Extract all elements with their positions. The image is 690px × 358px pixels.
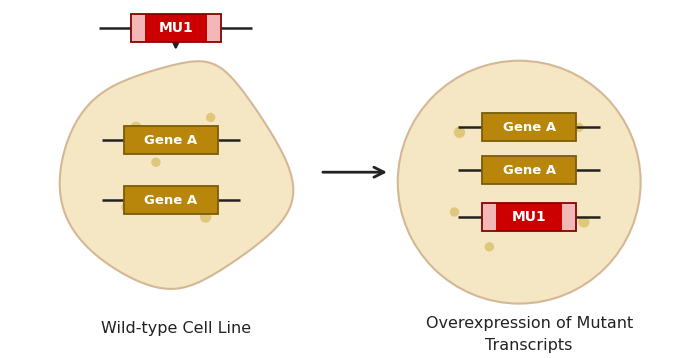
- Text: Wild-type Cell Line: Wild-type Cell Line: [101, 321, 251, 336]
- Circle shape: [455, 127, 464, 137]
- Bar: [145, 14, 206, 42]
- Text: Gene A: Gene A: [502, 121, 555, 134]
- Text: MU1: MU1: [159, 21, 193, 35]
- Circle shape: [485, 243, 493, 251]
- Bar: [124, 186, 218, 214]
- Bar: [206, 14, 221, 42]
- Bar: [496, 203, 562, 231]
- Bar: [562, 203, 576, 231]
- Circle shape: [579, 217, 589, 227]
- Text: Overexpression of Mutant
Transcripts: Overexpression of Mutant Transcripts: [426, 316, 633, 353]
- Circle shape: [397, 61, 640, 304]
- Bar: [131, 14, 145, 42]
- Bar: [482, 156, 576, 184]
- Bar: [482, 113, 576, 141]
- Text: Gene A: Gene A: [502, 164, 555, 177]
- Bar: [482, 203, 576, 231]
- Text: MU1: MU1: [512, 210, 546, 224]
- Circle shape: [122, 203, 130, 211]
- Bar: [482, 203, 496, 231]
- Circle shape: [131, 122, 141, 132]
- Circle shape: [152, 158, 160, 166]
- Bar: [131, 14, 221, 42]
- Circle shape: [201, 212, 210, 222]
- Polygon shape: [60, 61, 293, 289]
- Bar: [124, 126, 218, 154]
- Circle shape: [451, 208, 458, 216]
- Circle shape: [575, 124, 583, 131]
- Circle shape: [206, 113, 215, 121]
- Text: Gene A: Gene A: [144, 194, 197, 207]
- Text: Gene A: Gene A: [144, 134, 197, 147]
